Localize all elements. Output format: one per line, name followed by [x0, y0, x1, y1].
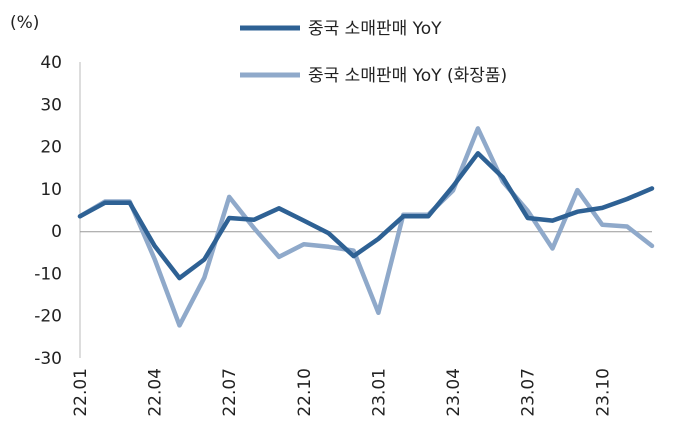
series-line-2: [77, 126, 655, 328]
y-axis-ticks: 40 30 20 10 0 -10 -20 -30: [34, 53, 62, 369]
x-tick-label: 22.07: [220, 368, 240, 417]
legend-label-series-2: 중국 소매판매 YoY (화장품): [308, 66, 507, 86]
series-layer: [77, 126, 655, 328]
y-axis-unit-label: (%): [10, 13, 39, 33]
legend-label-series-1: 중국 소매판매 YoY: [308, 19, 442, 39]
y-tick-label: 0: [51, 222, 62, 242]
legend: 중국 소매판매 YoY 중국 소매판매 YoY (화장품): [240, 19, 507, 86]
x-tick-label: 22.01: [71, 368, 91, 417]
series-line-1: [77, 151, 655, 281]
y-tick-label: -20: [34, 307, 62, 327]
y-tick-label: 10: [40, 180, 62, 200]
x-tick-label: 22.04: [146, 368, 166, 417]
y-tick-label: 20: [40, 138, 62, 158]
x-tick-label: 23.01: [369, 368, 389, 417]
y-tick-label: -30: [34, 349, 62, 369]
x-tick-label: 23.10: [593, 368, 613, 417]
x-tick-label: 23.04: [444, 368, 464, 417]
y-tick-label: 30: [40, 95, 62, 115]
y-tick-label: -10: [34, 264, 62, 284]
x-tick-label: 22.10: [295, 368, 315, 417]
y-tick-label: 40: [40, 53, 62, 73]
x-tick-label: 23.07: [519, 368, 539, 417]
x-axis-ticks: 22.01 22.04 22.07 22.10 23.01 23.04 23.07 23.10: [71, 368, 613, 417]
